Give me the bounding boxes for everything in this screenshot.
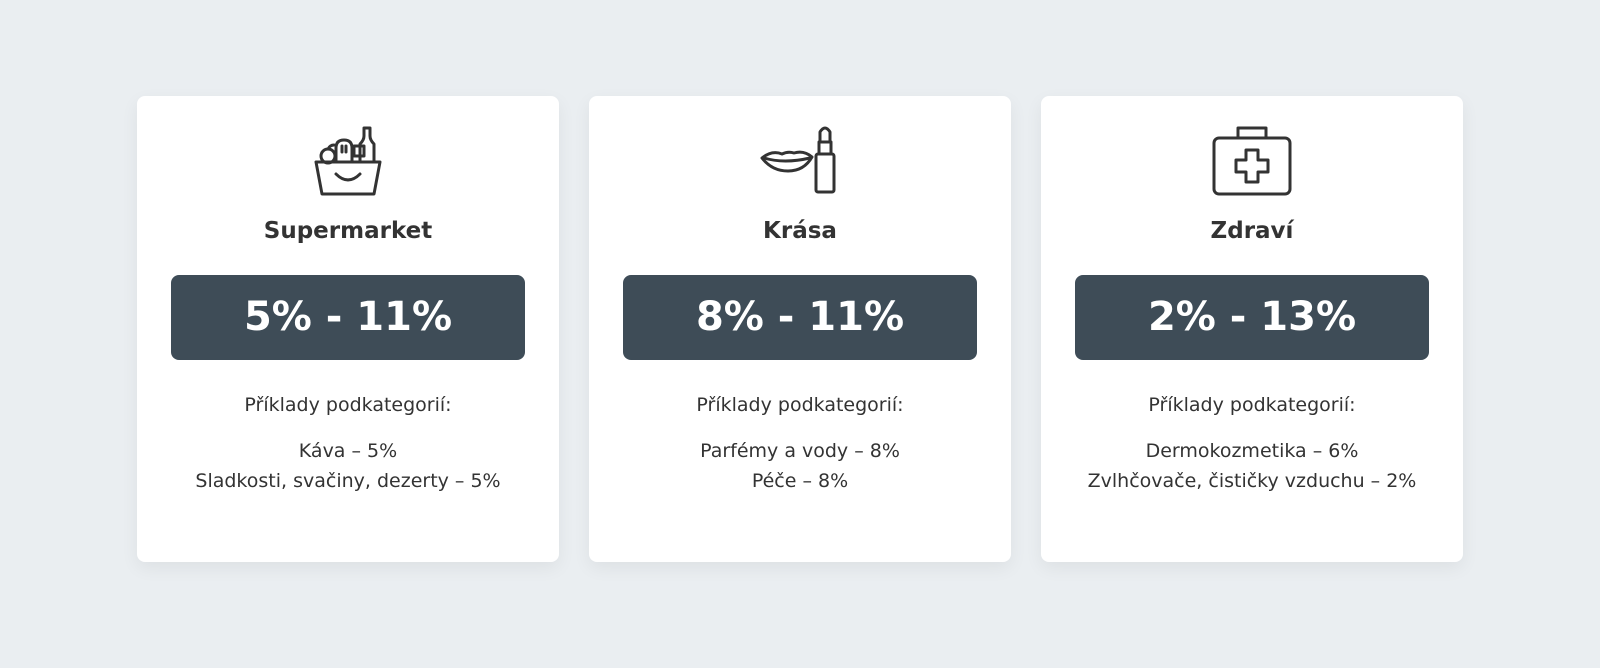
examples-heading: Příklady podkategorií: [1148,394,1356,416]
example-item: Káva – 5% [298,440,398,462]
examples-list: Káva – 5% Sladkosti, svačiny, dezerty – … [137,436,559,496]
example-item: Dermokozmetika – 6% [1145,440,1359,462]
category-cards: Supermarket 5% - 11% Příklady podkategor… [137,96,1463,562]
card-title: Supermarket [263,218,433,244]
example-item: Péče – 8% [751,470,849,492]
lips-lipstick-icon [760,126,836,194]
examples-heading: Příklady podkategorií: [244,394,452,416]
cashback-range: 8% - 11% [623,275,977,360]
examples-heading: Příklady podkategorií: [696,394,904,416]
example-item: Sladkosti, svačiny, dezerty – 5% [195,470,501,492]
cashback-range: 2% - 13% [1075,275,1429,360]
cashback-range: 5% - 11% [171,275,525,360]
card-zdravi: Zdraví 2% - 13% Příklady podkategorií: D… [1041,96,1463,562]
examples-list: Dermokozmetika – 6% Zvlhčovače, čističky… [1041,436,1463,496]
first-aid-kit-icon [1212,126,1292,196]
example-item: Zvlhčovače, čističky vzduchu – 2% [1087,470,1417,492]
card-title: Krása [763,218,837,244]
examples-list: Parfémy a vody – 8% Péče – 8% [589,436,1011,496]
card-supermarket: Supermarket 5% - 11% Příklady podkategor… [137,96,559,562]
card-title: Zdraví [1210,218,1294,244]
example-item: Parfémy a vody – 8% [700,440,900,462]
card-krasa: Krása 8% - 11% Příklady podkategorií: Pa… [589,96,1011,562]
grocery-basket-icon [314,126,382,196]
